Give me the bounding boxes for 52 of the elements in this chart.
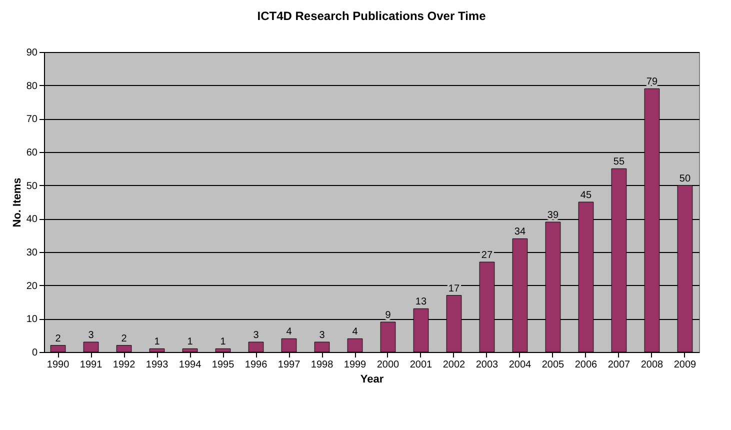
x-tick-label: 2004 [508, 360, 532, 370]
x-tick-label: 2002 [442, 360, 466, 370]
x-tick-label: 2003 [476, 360, 499, 370]
y-tick-label: 90 [26, 48, 38, 58]
x-tick-label: 1995 [212, 360, 235, 370]
data-label: 2 [55, 333, 62, 344]
data-label: 45 [580, 190, 592, 201]
x-tick-label: 1999 [344, 360, 367, 370]
x-tick-label: 2006 [574, 360, 598, 370]
data-label: 4 [352, 326, 358, 338]
x-axis-title: Year [360, 374, 384, 386]
x-tick-label: 2008 [640, 360, 664, 370]
data-label: 3 [88, 330, 94, 341]
data-label: 1 [220, 336, 226, 348]
x-tick-label: 2009 [674, 360, 697, 370]
x-tick-label: 1996 [244, 360, 268, 370]
x-tick-label: 1997 [278, 360, 301, 370]
x-tick-label: 2001 [410, 360, 433, 370]
data-label: 3 [253, 330, 260, 341]
y-tick-label: 10 [26, 314, 38, 326]
data-label: 4 [286, 326, 292, 338]
data-label: 2 [121, 333, 128, 344]
data-label: 9 [385, 310, 392, 321]
x-tick-label: 2007 [608, 360, 631, 370]
y-tick-label: 60 [26, 148, 38, 158]
data-label: 39 [547, 210, 559, 221]
x-tick-label: 1990 [46, 360, 70, 370]
data-label: 79 [646, 76, 658, 88]
data-label: 27 [481, 250, 493, 261]
data-label: 13 [415, 296, 427, 308]
data-label: 1 [187, 336, 194, 348]
y-tick-label: 30 [26, 248, 38, 258]
y-axis-title: No. Items [11, 178, 24, 228]
y-tick-label: 40 [26, 214, 38, 226]
x-tick-label: 1993 [146, 360, 169, 370]
x-tick-label: 1998 [310, 360, 334, 370]
y-tick-label: 70 [26, 114, 38, 126]
y-tick-label: 80 [26, 80, 38, 92]
y-tick-label: 20 [26, 280, 38, 292]
data-label: 50 [679, 173, 691, 184]
data-label: 3 [319, 330, 326, 341]
x-tick-label: 2000 [376, 360, 400, 370]
y-tick-label: 0 [32, 348, 38, 358]
data-label: 55 [613, 156, 625, 168]
x-tick-label: 1991 [80, 360, 103, 370]
data-label: 34 [514, 226, 526, 238]
data-label: 1 [154, 336, 160, 348]
y-tick-label: 50 [26, 180, 38, 192]
x-tick-label: 1994 [178, 360, 202, 370]
chart-title: ICT4D Research Publications Over Time [257, 9, 486, 23]
x-tick-label: 1992 [112, 360, 136, 370]
x-tick-label: 2005 [542, 360, 565, 370]
